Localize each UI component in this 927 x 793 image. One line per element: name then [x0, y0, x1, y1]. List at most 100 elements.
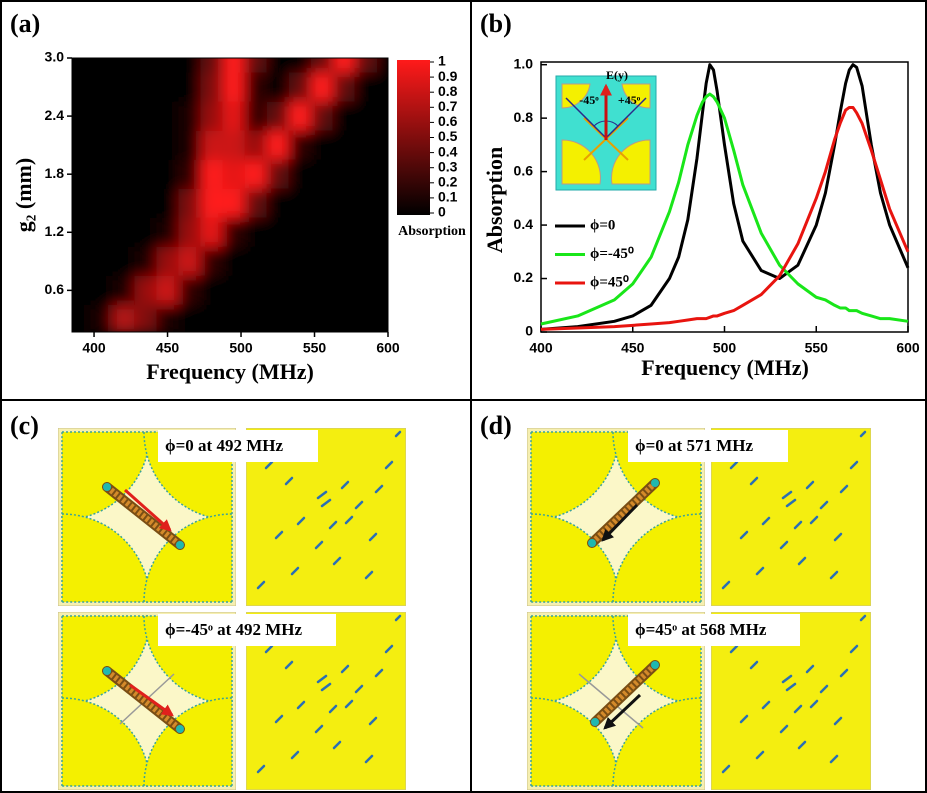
heat-cell	[355, 131, 377, 160]
colorbar-tick-label: 0.6	[438, 113, 458, 129]
inset: E(y) -45ᵒ +45ᵒ	[556, 68, 656, 190]
heat-cell	[134, 305, 156, 334]
heatmap	[68, 43, 399, 333]
heat-cell	[90, 160, 112, 189]
heat-cell	[157, 247, 179, 276]
heat-cell	[112, 131, 134, 160]
y-tick-label: 0.2	[514, 269, 534, 285]
colorbar-tick-label: 0.7	[438, 98, 458, 114]
heat-cell	[311, 102, 333, 131]
heat-cell	[90, 276, 112, 305]
panel-label: (b)	[480, 9, 512, 38]
heat-cell	[333, 276, 355, 305]
colorbar-tick-label: 0.4	[438, 143, 458, 159]
heat-cell	[179, 218, 201, 247]
heat-cell	[134, 189, 156, 218]
y-tick-label: 3.0	[45, 49, 65, 65]
heat-cell	[134, 102, 156, 131]
heat-cell	[289, 131, 311, 160]
heat-cell	[355, 102, 377, 131]
heat-cell	[311, 73, 333, 102]
heat-cell	[157, 305, 179, 334]
heat-cell	[179, 247, 201, 276]
x-tick-label: 400	[82, 340, 106, 356]
colorbar	[397, 60, 430, 215]
x-tick-label: 600	[896, 340, 920, 356]
heat-cell	[223, 189, 245, 218]
heat-cell	[333, 247, 355, 276]
heat-cell	[112, 102, 134, 131]
x-tick-label: 450	[621, 340, 645, 356]
heat-cell	[223, 276, 245, 305]
heat-cell	[134, 160, 156, 189]
heat-cell	[245, 247, 267, 276]
heat-cell	[179, 189, 201, 218]
heat-cell	[333, 218, 355, 247]
x-tick-label: 500	[229, 340, 253, 356]
heat-cell	[201, 102, 223, 131]
legend-label: ϕ=45⁰	[590, 274, 629, 290]
caption: ϕ=0 at 571 MHz	[635, 436, 753, 455]
heat-cell	[311, 247, 333, 276]
heat-cell	[157, 73, 179, 102]
heat-cell	[112, 218, 134, 247]
heat-cell	[223, 102, 245, 131]
heat-cell	[179, 131, 201, 160]
y-axis-label: g₂ (mm)	[11, 158, 36, 232]
heat-cell	[311, 305, 333, 334]
heat-cell	[355, 218, 377, 247]
legend-label: ϕ=-45⁰	[590, 246, 634, 262]
heat-cell	[134, 218, 156, 247]
heat-cell	[157, 276, 179, 305]
y-tick-label: 2.4	[45, 107, 65, 123]
heat-cell	[333, 102, 355, 131]
heat-cell	[267, 247, 289, 276]
heat-cell	[223, 160, 245, 189]
heat-cell	[201, 73, 223, 102]
heat-cell	[179, 160, 201, 189]
heat-cell	[245, 276, 267, 305]
heat-cell	[157, 131, 179, 160]
heat-cell	[311, 131, 333, 160]
y-tick-label: 0	[525, 323, 533, 339]
heat-cell	[289, 305, 311, 334]
heat-cell	[289, 160, 311, 189]
heat-cell	[179, 276, 201, 305]
x-tick-label: 500	[713, 340, 737, 356]
y-tick-label: 1.2	[45, 223, 65, 239]
heat-cell	[355, 305, 377, 334]
x-tick-label: 400	[529, 340, 553, 356]
heat-cell	[245, 189, 267, 218]
heat-cell	[201, 131, 223, 160]
heat-cell	[157, 102, 179, 131]
heat-cell	[333, 73, 355, 102]
heat-cell	[267, 189, 289, 218]
colorbar-tick-label: 0.3	[438, 158, 458, 174]
colorbar-label: Absorption	[398, 224, 466, 239]
heat-cell	[289, 189, 311, 218]
panel-label: (a)	[10, 9, 40, 38]
heat-cell	[90, 73, 112, 102]
heat-cell	[201, 247, 223, 276]
heat-cell	[355, 73, 377, 102]
heat-cell	[112, 305, 134, 334]
heat-cell	[112, 73, 134, 102]
colorbar-tick-label: 0.8	[438, 83, 458, 99]
inset-label: +45ᵒ	[618, 93, 641, 107]
colorbar-tick-label: 0.5	[438, 128, 458, 144]
heat-cell	[201, 276, 223, 305]
heat-cell	[223, 305, 245, 334]
heat-cell	[90, 305, 112, 334]
heat-cell	[245, 160, 267, 189]
heat-cell	[201, 160, 223, 189]
y-tick-label: 0.8	[514, 109, 534, 125]
heat-cell	[112, 160, 134, 189]
heat-cell	[223, 131, 245, 160]
heat-cell	[311, 189, 333, 218]
heatmap-cells	[68, 43, 399, 333]
heat-cell	[311, 160, 333, 189]
heat-cell	[223, 73, 245, 102]
heat-cell	[90, 247, 112, 276]
colorbar-tick-label: 0.9	[438, 68, 458, 84]
heat-cell	[267, 276, 289, 305]
